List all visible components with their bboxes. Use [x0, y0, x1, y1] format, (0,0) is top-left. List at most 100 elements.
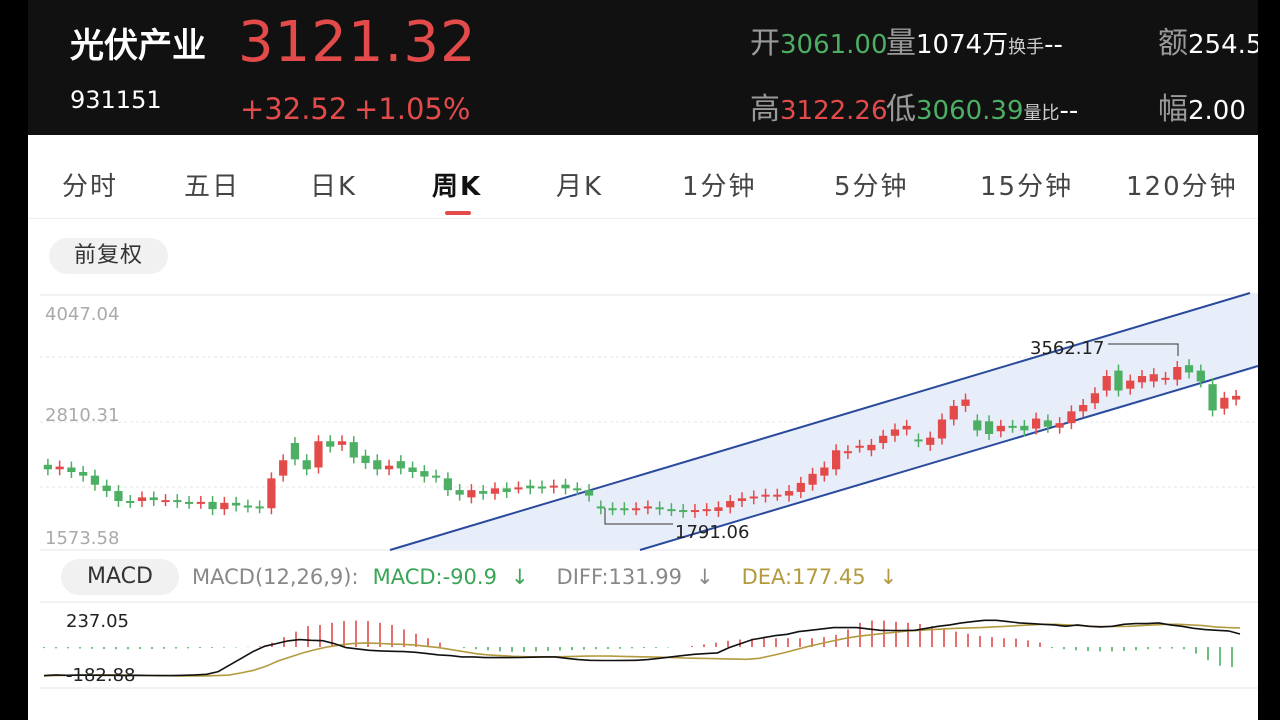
high-label: 高 — [750, 92, 780, 127]
low-value: 3060.39 — [916, 96, 1024, 126]
candle-body — [1173, 366, 1182, 380]
candle-body — [90, 475, 100, 485]
candle-body — [1043, 420, 1052, 427]
high-marker-label: 3562.17 — [1030, 338, 1104, 359]
tab-5min[interactable]: 5分钟 — [834, 172, 909, 202]
price-change-pct: +1.05% — [354, 92, 471, 126]
candle-body — [573, 488, 582, 491]
candle-body — [961, 399, 970, 406]
candle-body — [1114, 370, 1123, 391]
candle-body — [549, 485, 558, 488]
high-value: 3122.26 — [780, 96, 888, 126]
dea-arrow: ↓ — [879, 565, 898, 589]
tab-120min[interactable]: 120分钟 — [1126, 172, 1238, 202]
amplitude-label: 幅 — [1158, 92, 1188, 127]
dea-value: DEA:177.45 ↓ — [742, 565, 912, 589]
candle-body — [596, 506, 605, 509]
candle-body — [843, 451, 852, 454]
open-value: 3061.00 — [780, 30, 888, 60]
diff-arrow: ↓ — [696, 565, 714, 589]
candle-body — [114, 491, 123, 502]
low-marker-line — [604, 508, 673, 525]
quote-header: 光伏产业 931151 3121.32 +32.52 +1.05% 开3061.… — [28, 0, 1258, 135]
candle-body — [679, 510, 688, 513]
candle-body — [902, 425, 911, 430]
price-change: +32.52 — [240, 92, 348, 126]
candle-body — [67, 467, 76, 473]
candle-body — [126, 501, 135, 504]
candle-body — [832, 450, 841, 470]
candle-body — [420, 471, 429, 477]
candle-body — [102, 485, 111, 492]
candle-body — [808, 473, 817, 485]
candle-body — [620, 508, 629, 511]
candle-body — [502, 488, 511, 492]
candle-body — [220, 502, 229, 510]
tab-daily-k[interactable]: 日K — [310, 172, 358, 202]
candle-body — [43, 464, 52, 470]
macd-axis-bottom: -182.88 — [66, 665, 135, 686]
candle-body — [149, 497, 158, 501]
candle-body — [1184, 365, 1194, 373]
turnover-value: -- — [1044, 30, 1063, 60]
candle-body — [584, 490, 594, 496]
candle-body — [561, 484, 570, 489]
candle-body — [526, 485, 535, 489]
tab-five-day[interactable]: 五日 — [184, 172, 241, 202]
candle-body — [1020, 425, 1029, 431]
tab-1min[interactable]: 1分钟 — [682, 172, 757, 202]
candle-body — [1208, 384, 1217, 411]
diff-line — [43, 619, 1241, 677]
candle-body — [255, 506, 264, 509]
macd-params: MACD(12,26,9): — [192, 565, 359, 589]
index-code: 931151 — [70, 86, 162, 114]
y-axis-label: 1573.58 — [45, 528, 119, 549]
candle-body — [432, 475, 441, 478]
candle-body — [79, 472, 88, 476]
amount-stat: 额254.5 — [1158, 18, 1258, 62]
adjust-button[interactable]: 前复权 — [49, 238, 168, 274]
candle-body — [773, 494, 782, 497]
period-tabs: 分时 五日 日K 周K 月K 1分钟 5分钟 15分钟 120分钟 — [28, 150, 1258, 219]
candle-body — [632, 508, 641, 511]
candle-body — [702, 509, 711, 512]
candle-body — [1032, 418, 1041, 429]
candle-body — [726, 501, 735, 508]
candle-body — [984, 421, 994, 434]
candle-body — [867, 444, 876, 451]
volume-value: 1074万 — [916, 30, 1009, 60]
macd-button[interactable]: MACD — [61, 559, 179, 595]
candle-body — [820, 467, 829, 476]
candle-body — [761, 494, 770, 497]
candle-body — [267, 478, 276, 509]
last-price: 3121.32 — [238, 10, 477, 75]
candle-body — [196, 501, 205, 504]
left-border — [0, 0, 28, 720]
candle-body — [737, 498, 747, 502]
macd-arrow: ↓ — [510, 565, 529, 589]
tab-15min[interactable]: 15分钟 — [980, 172, 1074, 202]
dea-value-text: DEA:177.45 — [741, 565, 866, 589]
candle-body — [455, 490, 464, 495]
right-border — [1258, 0, 1280, 720]
candle-body — [749, 496, 758, 499]
tab-weekly-k[interactable]: 周K — [432, 172, 483, 202]
y-axis-label: 4047.04 — [45, 304, 119, 325]
candle-body — [479, 491, 488, 494]
candle-body — [1196, 370, 1205, 382]
tab-intraday[interactable]: 分时 — [62, 172, 119, 202]
volume-stat: 量1074万换手-- — [886, 18, 1063, 62]
candle-body — [1067, 411, 1076, 424]
candle-body — [361, 455, 370, 463]
low-stat: 低3060.39量比-- — [886, 84, 1078, 128]
candle-body — [232, 502, 241, 506]
candle-body — [1232, 395, 1241, 400]
candle-body — [926, 437, 935, 445]
channel-lower-line — [639, 365, 1258, 551]
candle-body — [161, 500, 170, 503]
candle-body — [655, 507, 664, 510]
vol-ratio-value: -- — [1059, 96, 1079, 126]
candle-body — [373, 460, 382, 470]
amplitude-value: 2.00 — [1188, 96, 1246, 126]
tab-monthly-k[interactable]: 月K — [556, 172, 604, 202]
